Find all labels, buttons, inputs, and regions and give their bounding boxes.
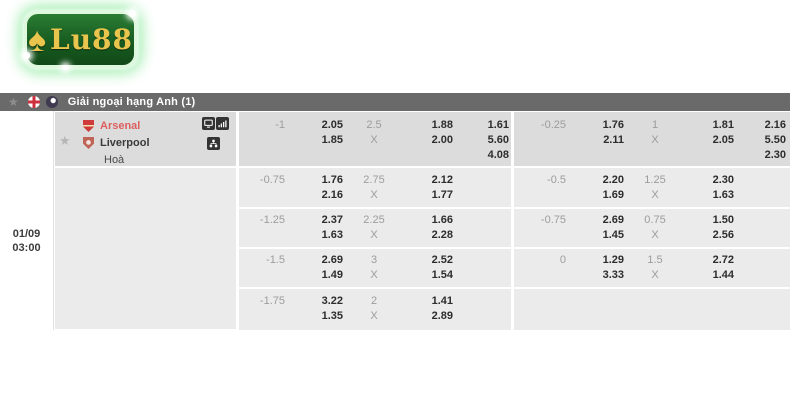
handicap-line: -0.25 — [540, 119, 566, 131]
overunder-odds[interactable]: 2.12 1.77 — [431, 174, 453, 201]
goal-line — [630, 294, 680, 330]
sparkle-decor — [63, 65, 68, 70]
odds-row: -0.75 2.69 1.45 0.75 X 1.50 2.56 — [514, 209, 790, 247]
match-datetime: 01/09 03:00 — [0, 111, 53, 330]
match-cell-extension — [55, 168, 236, 329]
goal-line: 0.75 X — [644, 214, 666, 241]
handicap-odds[interactable]: 3.22 1.35 — [321, 295, 343, 322]
draw-label: Hoà — [104, 154, 125, 166]
england-flag-icon — [27, 96, 40, 108]
overunder-odds — [680, 294, 742, 330]
goal-line: 2.75 X — [363, 174, 385, 201]
handicap-odds[interactable]: 1.76 2.16 — [321, 174, 343, 201]
handicap-line: -1.5 — [266, 254, 285, 266]
overunder-odds[interactable]: 1.41 2.89 — [431, 295, 453, 322]
handicap-line: -0.75 — [540, 214, 566, 226]
handicap-odds[interactable]: 1.76 2.11 — [602, 119, 624, 146]
handicap-line: -0.75 — [259, 174, 285, 186]
odds-row: -1.25 2.37 1.63 2.25 X 1.66 2.28 — [239, 209, 511, 247]
handicap-odds[interactable]: 2.05 1.85 — [321, 119, 343, 146]
favorite-star-icon[interactable]: ★ — [8, 95, 19, 109]
handicap-line: 0 — [559, 254, 566, 266]
logo-text: Lu88 — [50, 23, 134, 56]
overunder-odds[interactable]: 2.30 1.63 — [712, 174, 734, 201]
odds-row: 0 1.29 3.33 1.5 X 2.72 1.44 — [514, 249, 790, 287]
handicap-line: -1.25 — [259, 214, 285, 226]
1x2-odds-empty — [742, 213, 788, 247]
home-team-name[interactable]: Arsenal — [100, 120, 141, 132]
away-team-row[interactable]: Liverpool — [83, 136, 150, 150]
1x2-odds-empty — [461, 213, 511, 247]
match-time: 03:00 — [12, 242, 41, 254]
arsenal-crest-icon — [83, 120, 94, 132]
favorite-star-icon[interactable]: ★ — [59, 133, 71, 148]
handicap-odds[interactable]: 2.37 1.63 — [321, 214, 343, 241]
overunder-odds[interactable]: 1.66 2.28 — [431, 214, 453, 241]
overunder-odds[interactable]: 1.50 2.56 — [712, 214, 734, 241]
liverpool-crest-icon — [83, 137, 94, 149]
lineup-icon[interactable] — [207, 137, 220, 150]
home-team-row[interactable]: Arsenal — [83, 119, 140, 133]
goal-line: 1.5 X — [647, 254, 663, 281]
1x2-odds-empty — [461, 173, 511, 207]
odds-group-main: -1 2.05 1.85 2.5 X 1.88 2.00 1.61 5.60 4.08 -… — [239, 112, 511, 330]
match-teams-cell: ★ Arsenal Liverpool Hoà — [55, 112, 236, 166]
overunder-odds[interactable]: 1.88 2.00 — [431, 119, 453, 146]
sparkle-decor — [129, 10, 136, 17]
1x2-odds-empty — [742, 173, 788, 207]
away-team-name[interactable]: Liverpool — [100, 137, 150, 149]
1x2-odds-empty — [461, 253, 511, 287]
goal-line: 1.25 X — [644, 174, 666, 201]
league-logo-icon — [45, 96, 58, 108]
odds-row — [514, 289, 790, 330]
overunder-odds[interactable]: 2.52 1.54 — [431, 254, 453, 281]
goal-line: 2.25 X — [363, 214, 385, 241]
1x2-odds-empty — [461, 294, 511, 330]
odds-row: -1 2.05 1.85 2.5 X 1.88 2.00 1.61 5.60 4.08 — [239, 112, 511, 166]
draw-row: Hoà — [104, 153, 124, 167]
odds-row: -0.75 1.76 2.16 2.75 X 2.12 1.77 — [239, 168, 511, 207]
league-title: Giải ngoại hạng Anh (1) — [67, 96, 196, 108]
handicap-odds[interactable]: 2.69 1.49 — [321, 254, 343, 281]
match-action-icons — [201, 117, 231, 155]
handicap-line: -0.5 — [547, 174, 566, 186]
league-header-bar: ★ Giải ngoại hạng Anh (1) — [0, 93, 790, 111]
1x2-odds[interactable]: 1.61 5.60 4.08 — [487, 119, 509, 161]
handicap-line: -1.75 — [259, 295, 285, 307]
stats-icon[interactable] — [216, 117, 229, 130]
odds-row: -0.5 2.20 1.69 1.25 X 2.30 1.63 — [514, 168, 790, 207]
spade-icon: ♠ — [27, 20, 47, 59]
sparkle-decor — [23, 52, 30, 59]
lu88-logo[interactable]: ♠ Lu88 — [23, 10, 137, 70]
handicap-line: -1 — [275, 119, 285, 131]
match-date: 01/09 — [12, 228, 41, 240]
goal-line: 2.5 X — [366, 119, 382, 146]
1x2-odds[interactable]: 2.16 5.50 2.30 — [764, 119, 786, 161]
tv-icon[interactable] — [202, 117, 215, 130]
column-divider — [53, 111, 54, 330]
handicap-odds[interactable]: 1.29 3.33 — [602, 254, 624, 281]
handicap-odds — [570, 294, 630, 330]
1x2-odds-empty — [742, 294, 788, 330]
handicap-odds[interactable]: 2.20 1.69 — [602, 174, 624, 201]
handicap-line — [514, 294, 570, 330]
overunder-odds[interactable]: 2.72 1.44 — [712, 254, 734, 281]
overunder-odds[interactable]: 1.81 2.05 — [712, 119, 734, 146]
handicap-odds[interactable]: 2.69 1.45 — [602, 214, 624, 241]
1x2-odds-empty — [742, 253, 788, 287]
